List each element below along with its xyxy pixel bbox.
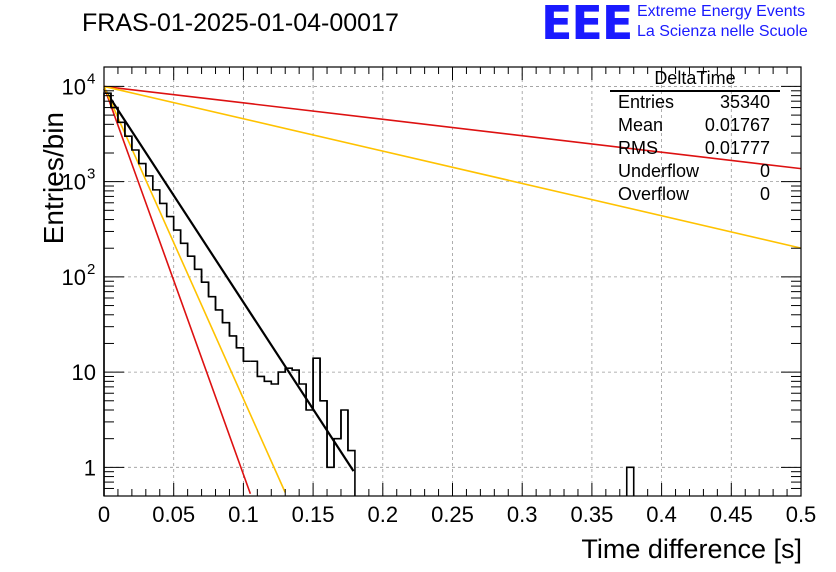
histogram-bin <box>172 216 182 244</box>
fit-curve <box>103 85 802 170</box>
stat-value: 0 <box>759 184 770 204</box>
y-tick-exponent: 2 <box>87 261 95 278</box>
x-tick-label: 0.45 <box>710 502 753 527</box>
histogram-bin <box>221 309 231 336</box>
histogram-bin <box>625 466 635 496</box>
stat-value: 0.01777 <box>704 138 770 158</box>
histogram-bin <box>333 410 342 468</box>
fit-curve <box>103 86 286 493</box>
histogram-bin <box>179 230 189 257</box>
histogram-bin <box>250 360 259 377</box>
stat-label: Underflow <box>618 161 700 181</box>
stat-value: 35340 <box>719 92 770 112</box>
x-tick-label: 0.05 <box>152 502 195 527</box>
eee-logo: EEE <box>541 0 633 50</box>
histogram-bin <box>214 296 224 323</box>
x-tick-label: 0.3 <box>507 502 538 527</box>
stats-row-mean: Mean 0.01767 <box>618 115 770 137</box>
histogram-bin <box>340 409 349 451</box>
stats-box: DeltaTime Entries 35340 Mean 0.01767 RMS… <box>610 68 780 208</box>
y-tick-exponent: 3 <box>87 166 95 183</box>
histogram-bin <box>207 282 217 310</box>
histogram-bin <box>193 256 203 283</box>
histogram-bin <box>242 347 251 363</box>
histogram-bin <box>165 203 175 231</box>
x-tick-label: 0 <box>98 502 110 527</box>
x-tick-label: 0.2 <box>368 502 399 527</box>
y-tick-label: 10 <box>62 265 86 290</box>
histogram-bin <box>200 269 210 297</box>
stats-title: DeltaTime <box>610 68 780 92</box>
stats-row-rms: RMS 0.01777 <box>618 138 770 160</box>
y-tick-label: 10 <box>62 170 86 195</box>
chart-title: FRAS-01-2025-01-04-00017 <box>82 9 399 37</box>
histogram-bin <box>103 92 112 496</box>
y-tick-exponent: 4 <box>87 70 95 87</box>
histogram <box>103 92 635 496</box>
stat-label: RMS <box>618 138 658 158</box>
histogram-bin <box>312 357 321 411</box>
y-axis-label: Entries/bin <box>38 112 69 245</box>
stat-label: Entries <box>618 92 675 112</box>
stats-row-overflow: Overflow 0 <box>618 184 770 206</box>
histogram-bin <box>263 376 273 385</box>
y-tick-label: 1 <box>84 455 96 480</box>
histogram-bin <box>228 322 238 348</box>
tick-labels: 0 0.05 0.1 0.15 0.2 0.25 0.3 0.35 0.4 0.45 0.5 1 10 1… <box>62 70 817 527</box>
x-tick-label: 0.35 <box>570 502 613 527</box>
stat-value: 0 <box>759 161 770 181</box>
grid <box>104 67 801 496</box>
logo-line-2: La Scienza nelle Scuole <box>637 23 808 40</box>
stat-label: Overflow <box>618 184 690 204</box>
y-tick-label: 10 <box>72 360 96 385</box>
logo-line-1: Extreme Energy Events <box>637 3 806 20</box>
x-tick-label: 0.15 <box>292 502 335 527</box>
stat-value: 0.01767 <box>704 115 770 135</box>
x-tick-label: 0.5 <box>786 502 817 527</box>
fit-curves <box>103 85 802 495</box>
histogram-bin <box>319 358 328 468</box>
axis-ticks <box>103 67 802 497</box>
fit-curve <box>103 85 802 249</box>
x-tick-label: 0.1 <box>228 502 259 527</box>
histogram-bin <box>277 368 287 385</box>
fit-curve <box>103 86 252 495</box>
histogram-bin <box>145 163 154 190</box>
y-tick-label: 10 <box>62 74 86 99</box>
x-axis-label: Time difference [s] <box>581 534 802 564</box>
histogram-bin <box>270 372 280 385</box>
stat-label: Mean <box>618 115 664 135</box>
histogram-bin <box>235 335 245 362</box>
x-tick-label: 0.25 <box>431 502 474 527</box>
stats-row-underflow: Underflow 0 <box>618 161 770 183</box>
histogram-bin <box>347 410 356 496</box>
histogram-bin <box>256 361 266 382</box>
x-tick-label: 0.4 <box>646 502 677 527</box>
stats-row-entries: Entries 35340 <box>618 92 770 114</box>
fit-curve <box>103 87 355 472</box>
histogram-bin <box>186 243 196 270</box>
